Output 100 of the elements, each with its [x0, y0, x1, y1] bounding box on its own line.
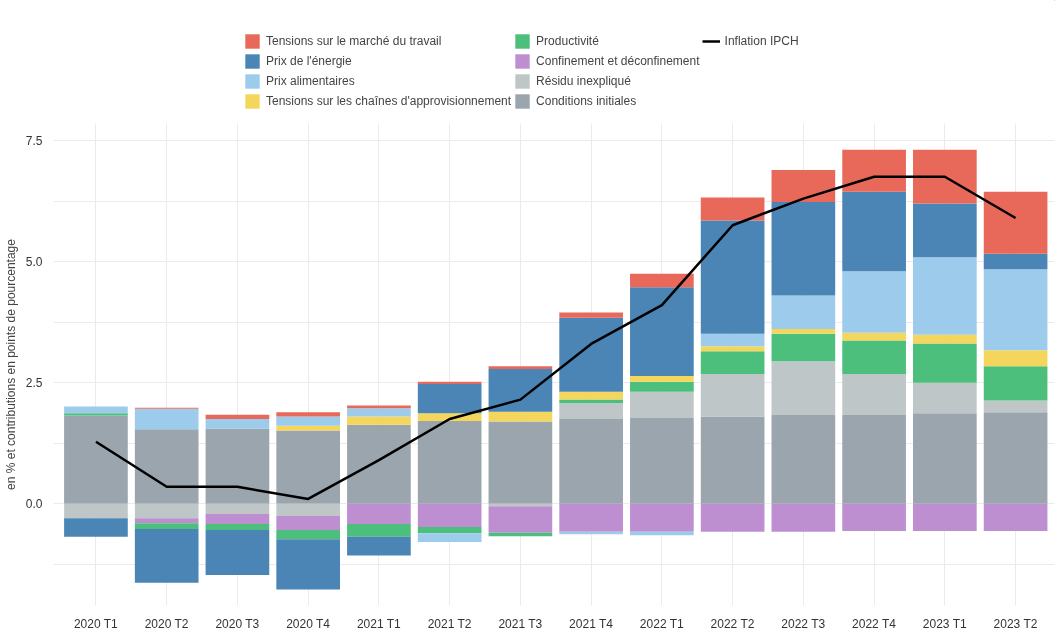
bar — [64, 406, 128, 414]
x-tick-label: 2022 T2 — [710, 616, 755, 631]
legend-label: Productivité — [536, 33, 599, 49]
bar — [913, 257, 977, 335]
bar — [559, 503, 623, 532]
bar — [842, 191, 906, 272]
bar — [64, 518, 128, 537]
bar — [771, 328, 836, 334]
bar — [134, 429, 199, 504]
bar — [488, 369, 553, 412]
bar — [771, 170, 836, 202]
bar — [559, 419, 623, 504]
bar — [276, 503, 341, 516]
bar — [913, 149, 977, 204]
bar — [771, 503, 836, 532]
bar — [417, 420, 482, 504]
x-tick-label: 2023 T1 — [922, 616, 967, 631]
bar — [276, 430, 341, 504]
bar — [347, 416, 411, 425]
bar — [630, 273, 694, 288]
x-tick-label: 2021 T4 — [569, 616, 614, 631]
bar — [700, 220, 765, 334]
bar — [842, 373, 906, 416]
legend-label: Confinement et déconfinement — [536, 53, 700, 69]
bar — [417, 527, 482, 534]
bar — [134, 518, 199, 524]
bar — [771, 333, 836, 362]
bar — [700, 351, 765, 374]
bar — [983, 400, 1048, 413]
legend-label: Conditions initiales — [536, 93, 637, 109]
bar — [983, 253, 1048, 270]
legend-label: Tensions sur les chaînes d'approvisionnement — [266, 93, 512, 109]
x-tick-label: 2021 T1 — [356, 616, 402, 631]
bar — [276, 529, 341, 540]
legend-label: Prix alimentaires — [266, 73, 355, 89]
bar — [276, 412, 341, 417]
bar — [134, 528, 199, 583]
bar — [842, 149, 906, 192]
bar — [559, 403, 623, 419]
bar — [771, 201, 836, 296]
x-tick-label: 2022 T4 — [852, 616, 897, 631]
bar — [630, 287, 694, 376]
bar — [276, 425, 341, 431]
bar — [488, 421, 553, 504]
bar — [488, 366, 553, 370]
bar — [700, 197, 765, 221]
bar — [913, 203, 977, 258]
y-tick-label: 5.0 — [25, 255, 43, 270]
bar — [64, 503, 128, 519]
bar — [700, 333, 765, 347]
legend-label: Résidu inexpliqué — [536, 73, 631, 89]
bar — [842, 332, 906, 341]
bar — [347, 524, 411, 537]
y-tick-label: 7.5 — [25, 133, 43, 148]
bar — [771, 295, 836, 329]
bar — [913, 503, 977, 531]
bar — [630, 375, 694, 382]
bar — [983, 503, 1048, 531]
bar — [983, 191, 1048, 254]
bar — [842, 271, 906, 333]
bar — [913, 334, 977, 344]
bar — [913, 382, 977, 414]
bar — [276, 416, 341, 426]
bar — [205, 503, 270, 514]
bar — [347, 405, 411, 409]
bar — [983, 350, 1048, 367]
bar — [205, 414, 270, 419]
bar — [347, 408, 411, 417]
bar — [630, 391, 694, 419]
bar — [347, 536, 411, 556]
bar — [559, 312, 623, 318]
x-tick-label: 2021 T2 — [427, 616, 472, 631]
bar — [630, 418, 694, 504]
bar — [417, 533, 482, 543]
x-tick-label: 2022 T1 — [639, 616, 685, 631]
bar — [276, 515, 341, 530]
y-axis-title: en % et contributions en points de pourcentage — [3, 238, 18, 490]
bar — [630, 503, 694, 532]
bar — [700, 416, 765, 504]
bar — [842, 415, 906, 504]
bar — [205, 524, 270, 530]
bar — [64, 413, 128, 416]
x-tick-label: 2020 T3 — [215, 616, 260, 631]
x-tick-label: 2020 T4 — [286, 616, 331, 631]
bar — [913, 413, 977, 504]
bar — [913, 343, 977, 383]
bar — [700, 346, 765, 352]
y-tick-label: 2.5 — [25, 376, 43, 391]
bar — [771, 415, 836, 504]
bar — [559, 391, 623, 400]
bar — [417, 384, 482, 414]
x-tick-label: 2023 T2 — [993, 616, 1038, 631]
bar — [700, 373, 765, 417]
x-tick-label: 2022 T3 — [781, 616, 826, 631]
x-tick-label: 2020 T2 — [144, 616, 189, 631]
bar — [559, 317, 623, 392]
bar — [842, 503, 906, 531]
legend-label: Prix de l'énergie — [266, 53, 352, 69]
bar — [417, 503, 482, 528]
bar — [276, 539, 341, 590]
